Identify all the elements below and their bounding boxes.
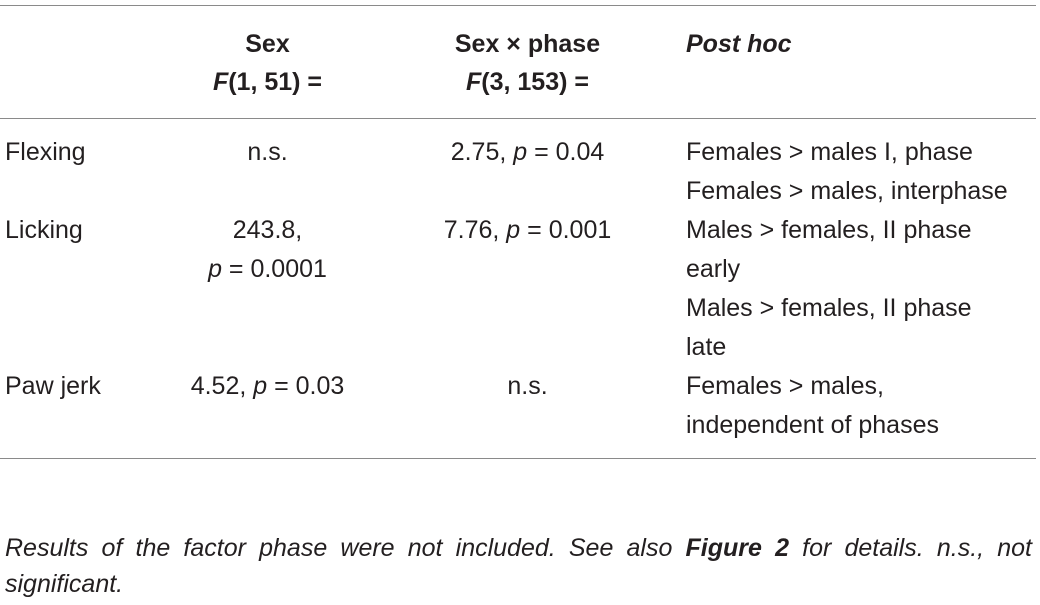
header-cell: Post hoc [665,5,1036,119]
text-segment: 4.52, [190,372,254,400]
sex-cell: 243.8, p = 0.0001 [145,211,390,367]
interaction-cell: n.s. [390,367,665,459]
header-cell: Sex × phase F(3, 153) = [390,5,665,119]
text-segment: p [208,255,222,283]
header-cell: Sex F(1, 51) = [145,5,390,119]
post-hoc-entry: Males > females, II phase late [686,294,972,361]
row-label: Licking [5,216,83,244]
header-cell [0,5,145,119]
interaction-cell: 7.76, p = 0.001 [390,211,665,367]
cell-line: n.s. [145,133,390,172]
text-segment: 243.8, [232,216,303,244]
post-hoc-cell: Males > females, II phase early Males > f… [665,211,1036,367]
cell-line: 243.8, [145,211,390,250]
results-table: Sex F(1, 51) = Sex × phase F(3, 153) = Post … [0,5,1036,459]
table-caption: Results of the factor phase were not inc… [5,530,1032,602]
text-segment: n.s. [247,138,288,166]
table-row: Flexing n.s. 2.75, p = 0.04 Females > males… [0,119,1036,212]
text-segment: 7.76, [443,216,507,244]
cell-line: F(1, 51) = [145,63,390,101]
caption-segment: for details. n.s., not significant. [5,534,1032,598]
table-body: Flexing n.s. 2.75, p = 0.04 Females > males… [0,119,1036,459]
interaction-cell: 2.75, p = 0.04 [390,119,665,212]
text-segment: = 0.04 [527,138,605,166]
text-segment: 2.75, [450,138,514,166]
post-hoc-entry: Females > males, independent of phases [686,372,939,439]
sex-cell: 4.52, p = 0.03 [145,367,390,459]
text-segment: p [253,372,268,400]
sex-cell: n.s. [145,119,390,212]
text-segment: p [506,216,521,244]
text-segment: F [466,68,482,96]
text-segment: Post hoc [686,30,792,58]
text-segment: Sex × phase [454,30,601,58]
text-segment: (3, 153) = [481,68,589,96]
cell-line: F(3, 153) = [390,63,665,101]
post-hoc-entry: Males > females, II phase early [686,216,972,283]
text-segment: = 0.0001 [221,255,327,283]
cell-line: 2.75, p = 0.04 [390,133,665,172]
table-row: Paw jerk 4.52, p = 0.03 n.s. Females > male… [0,367,1036,459]
caption-segment: Figure 2 [685,534,789,562]
text-segment: F [212,68,229,96]
row-label: Flexing [5,138,86,166]
caption-segment: Results of the factor phase were not inc… [5,534,686,562]
post-hoc-cell: Females > males I, phase Females > males,… [665,119,1036,212]
header-row: Sex F(1, 51) = Sex × phase F(3, 153) = Post … [0,5,1036,119]
text-segment: n.s. [507,372,548,400]
text-segment: = 0.001 [520,216,612,244]
text-segment: Sex [245,30,290,58]
cell-line: Post hoc [686,25,1016,63]
cell-line: Sex [145,25,390,63]
cell-line: n.s. [390,367,665,406]
text-segment: = 0.03 [267,372,345,400]
text-segment: p [513,138,528,166]
cell-line: 4.52, p = 0.03 [145,367,390,406]
post-hoc-entry: Females > males I, phase [686,138,973,166]
table-row: Licking 243.8, p = 0.0001 7.76, p = 0.001 Ma… [0,211,1036,367]
row-label: Paw jerk [5,372,101,400]
text-segment: (1, 51) = [228,68,323,96]
post-hoc-entry: Females > males, interphase [686,177,1008,205]
cell-line: Sex × phase [390,25,665,63]
cell-line: 7.76, p = 0.001 [390,211,665,250]
cell-line: p = 0.0001 [145,250,390,289]
post-hoc-cell: Females > males, independent of phases [665,367,1036,459]
